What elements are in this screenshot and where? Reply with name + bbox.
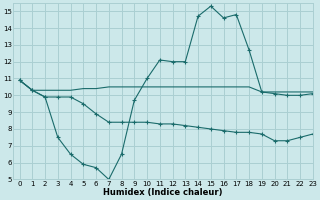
X-axis label: Humidex (Indice chaleur): Humidex (Indice chaleur) [103,188,223,197]
